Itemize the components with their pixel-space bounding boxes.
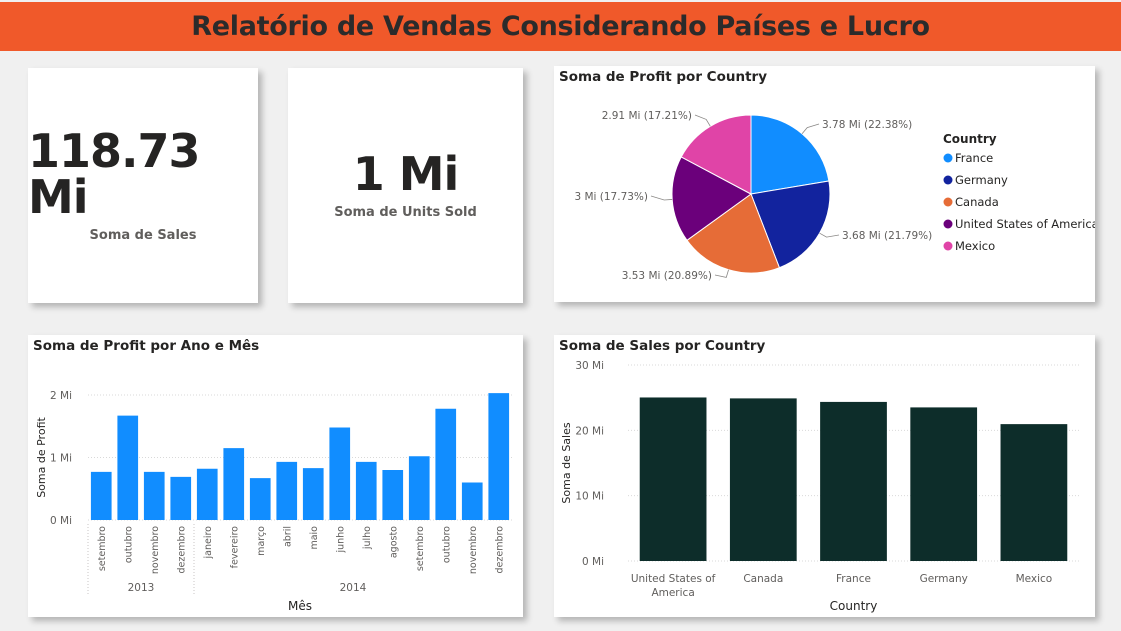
units-kpi-label: Soma de Units Sold [334, 205, 477, 220]
pie-data-label-2: 3.53 Mi (20.89%) [622, 270, 712, 282]
month-bar-15[interactable] [488, 393, 510, 520]
month-bar-14[interactable] [461, 482, 483, 521]
month-bar-8[interactable] [302, 468, 324, 520]
country-bar-3[interactable] [910, 407, 978, 561]
month-group-label-0: 2013 [128, 582, 155, 594]
month-xtick-3: dezembro [176, 526, 187, 574]
month-xtick-10: julho [362, 526, 373, 550]
pie-chart-title: Soma de Profit por Country [559, 69, 767, 85]
country-bar-0[interactable] [639, 397, 707, 561]
country-xtick-1: Canada [743, 573, 783, 585]
pie-leader-line-0 [801, 123, 820, 134]
pie-leader-line-4 [694, 114, 711, 127]
pie-legend-marker-4 [943, 241, 953, 251]
country-xtick-2: France [836, 573, 871, 585]
pie-leader-line-2 [714, 269, 729, 278]
month-xtick-12: setembro [415, 526, 426, 571]
country-xtick-0: United States of America [631, 573, 716, 599]
country-ytick-0: 0 Mi [582, 556, 604, 568]
sales-by-country-bar-chart[interactable]: 0 Mi 10 Mi 20 Mi 30 Mi Soma de Sales United S… [554, 335, 1095, 617]
country-xtick-3: Germany [920, 573, 968, 585]
month-ytick-2: 2 Mi [50, 390, 72, 402]
month-ytick-0: 0 Mi [50, 515, 72, 527]
sales-kpi-label: Soma de Sales [89, 228, 197, 243]
pie-legend-marker-3 [943, 219, 953, 229]
pie-leader-line-3 [650, 195, 673, 201]
month-xtick-2: novembro [150, 526, 161, 574]
pie-data-label-1: 3.68 Mi (21.79%) [842, 230, 932, 242]
country-ytick-3: 30 Mi [575, 360, 604, 372]
units-kpi-card[interactable]: 1 Mi Soma de Units Sold [288, 68, 523, 303]
pie-legend-marker-2 [943, 197, 953, 207]
month-x-axis-title: Mês [288, 599, 312, 613]
month-xtick-1: outubro [123, 526, 134, 563]
pie-leader-line-1 [819, 232, 840, 238]
pie-legend-label-4[interactable]: Mexico [955, 239, 995, 253]
country-ytick-1: 10 Mi [575, 491, 604, 503]
month-bar-7[interactable] [276, 461, 298, 520]
pie-legend-label-3[interactable]: United States of America [955, 217, 1095, 231]
profit-by-month-bar-chart[interactable]: 0 Mi 1 Mi 2 Mi Soma de Profit setembro outubr… [28, 335, 523, 617]
month-ytick-1: 1 Mi [50, 453, 72, 465]
month-xtick-4: janeiro [203, 526, 214, 560]
pie-slice-0[interactable] [750, 114, 830, 195]
country-ytick-2: 20 Mi [575, 425, 604, 437]
profit-by-country-card[interactable]: Soma de Profit por Country 3.78 Mi (22.3… [554, 66, 1095, 302]
country-bar-4[interactable] [1000, 424, 1068, 561]
profit-by-country-pie-chart[interactable]: 3.78 Mi (22.38%) 3.68 Mi (21.79%) 3.53 Mi … [554, 66, 1095, 302]
month-bar-12[interactable] [408, 456, 430, 520]
pie-data-label-3: 3 Mi (17.73%) [574, 191, 648, 203]
pie-data-label-4: 2.91 Mi (17.21%) [602, 110, 692, 122]
month-bar-1[interactable] [117, 415, 139, 520]
month-xtick-0: setembro [97, 526, 108, 571]
pie-slice-4[interactable] [680, 114, 752, 195]
pie-slice-1[interactable] [750, 180, 831, 269]
country-xtick-4: Mexico [1016, 573, 1053, 585]
country-y-axis-title: Soma de Sales [560, 422, 573, 503]
month-xtick-9: junho [335, 526, 346, 554]
month-xtick-8: maio [309, 526, 320, 550]
month-y-axis-title: Soma de Profit [35, 417, 48, 498]
country-bar-1[interactable] [729, 398, 797, 561]
sales-kpi-card[interactable]: 118.73 Mi Soma de Sales [28, 68, 258, 303]
month-bar-4[interactable] [196, 468, 218, 520]
month-bar-2[interactable] [143, 471, 165, 520]
month-bar-9[interactable] [329, 427, 351, 521]
month-bar-0[interactable] [90, 471, 112, 520]
report-title: Relatório de Vendas Considerando Países … [191, 11, 930, 42]
month-xtick-15: dezembro [494, 526, 505, 574]
month-bar-3[interactable] [170, 476, 192, 520]
month-chart-title: Soma de Profit por Ano e Mês [33, 338, 260, 354]
pie-legend-label-1[interactable]: Germany [955, 173, 1008, 187]
pie-legend-label-0[interactable]: France [955, 151, 993, 165]
profit-by-month-card[interactable]: Soma de Profit por Ano e Mês 0 Mi 1 Mi 2 M… [28, 335, 523, 617]
pie-legend-title: Country [943, 132, 997, 146]
country-chart-title: Soma de Sales por Country [559, 338, 766, 354]
month-xtick-6: março [256, 526, 267, 556]
sales-by-country-card[interactable]: Soma de Sales por Country 0 Mi 10 Mi 20 Mi… [554, 335, 1095, 617]
month-xtick-7: abril [282, 526, 293, 547]
month-bar-6[interactable] [249, 478, 271, 520]
sales-kpi-value: 118.73 Mi [28, 124, 201, 224]
pie-legend-label-2[interactable]: Canada [955, 195, 999, 209]
pie-data-label-0: 3.78 Mi (22.38%) [822, 119, 912, 131]
report-header: Relatório de Vendas Considerando Países … [0, 2, 1121, 51]
pie-legend-marker-1 [943, 175, 953, 185]
country-bar-2[interactable] [820, 401, 887, 561]
month-xtick-5: fevereiro [229, 526, 240, 569]
units-kpi-value: 1 Mi [352, 147, 460, 201]
month-xtick-11: agosto [388, 526, 399, 558]
pie-legend-marker-0 [943, 153, 953, 163]
month-bar-10[interactable] [355, 461, 377, 520]
month-bar-5[interactable] [223, 448, 245, 520]
country-x-axis-title: Country [830, 599, 878, 613]
month-xtick-13: outubro [441, 526, 452, 563]
month-bar-13[interactable] [435, 408, 457, 520]
month-bar-11[interactable] [382, 470, 404, 520]
month-group-label-1: 2014 [340, 582, 367, 594]
month-xtick-14: novembro [468, 526, 479, 574]
